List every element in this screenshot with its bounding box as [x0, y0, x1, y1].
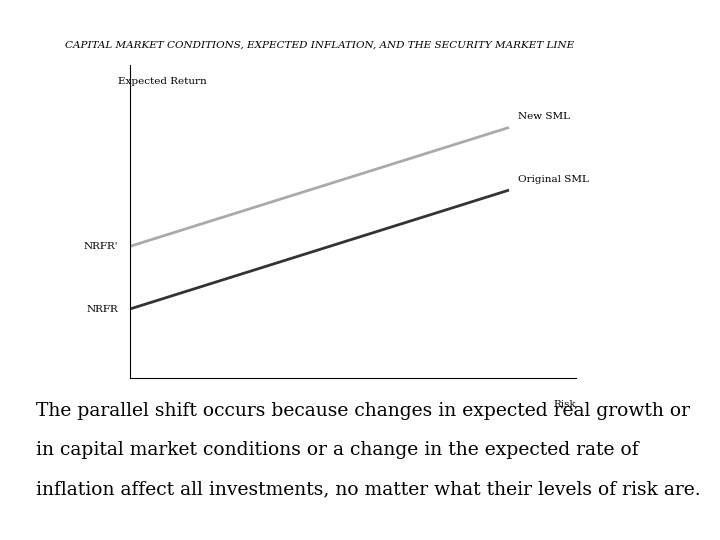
- Text: Expected Return: Expected Return: [118, 77, 207, 86]
- Text: Original SML: Original SML: [518, 174, 589, 184]
- Text: CAPITAL MARKET CONDITIONS, EXPECTED INFLATION, AND THE SECURITY MARKET LINE: CAPITAL MARKET CONDITIONS, EXPECTED INFL…: [65, 40, 574, 50]
- Text: inflation affect all investments, no matter what their levels of risk are.: inflation affect all investments, no mat…: [36, 480, 701, 498]
- Text: NRFR: NRFR: [86, 305, 118, 314]
- Text: The parallel shift occurs because changes in expected real growth or: The parallel shift occurs because change…: [36, 402, 690, 420]
- Text: Risk: Risk: [554, 400, 576, 409]
- Text: NRFR': NRFR': [84, 242, 118, 251]
- Text: in capital market conditions or a change in the expected rate of: in capital market conditions or a change…: [36, 441, 639, 459]
- Text: New SML: New SML: [518, 112, 570, 121]
